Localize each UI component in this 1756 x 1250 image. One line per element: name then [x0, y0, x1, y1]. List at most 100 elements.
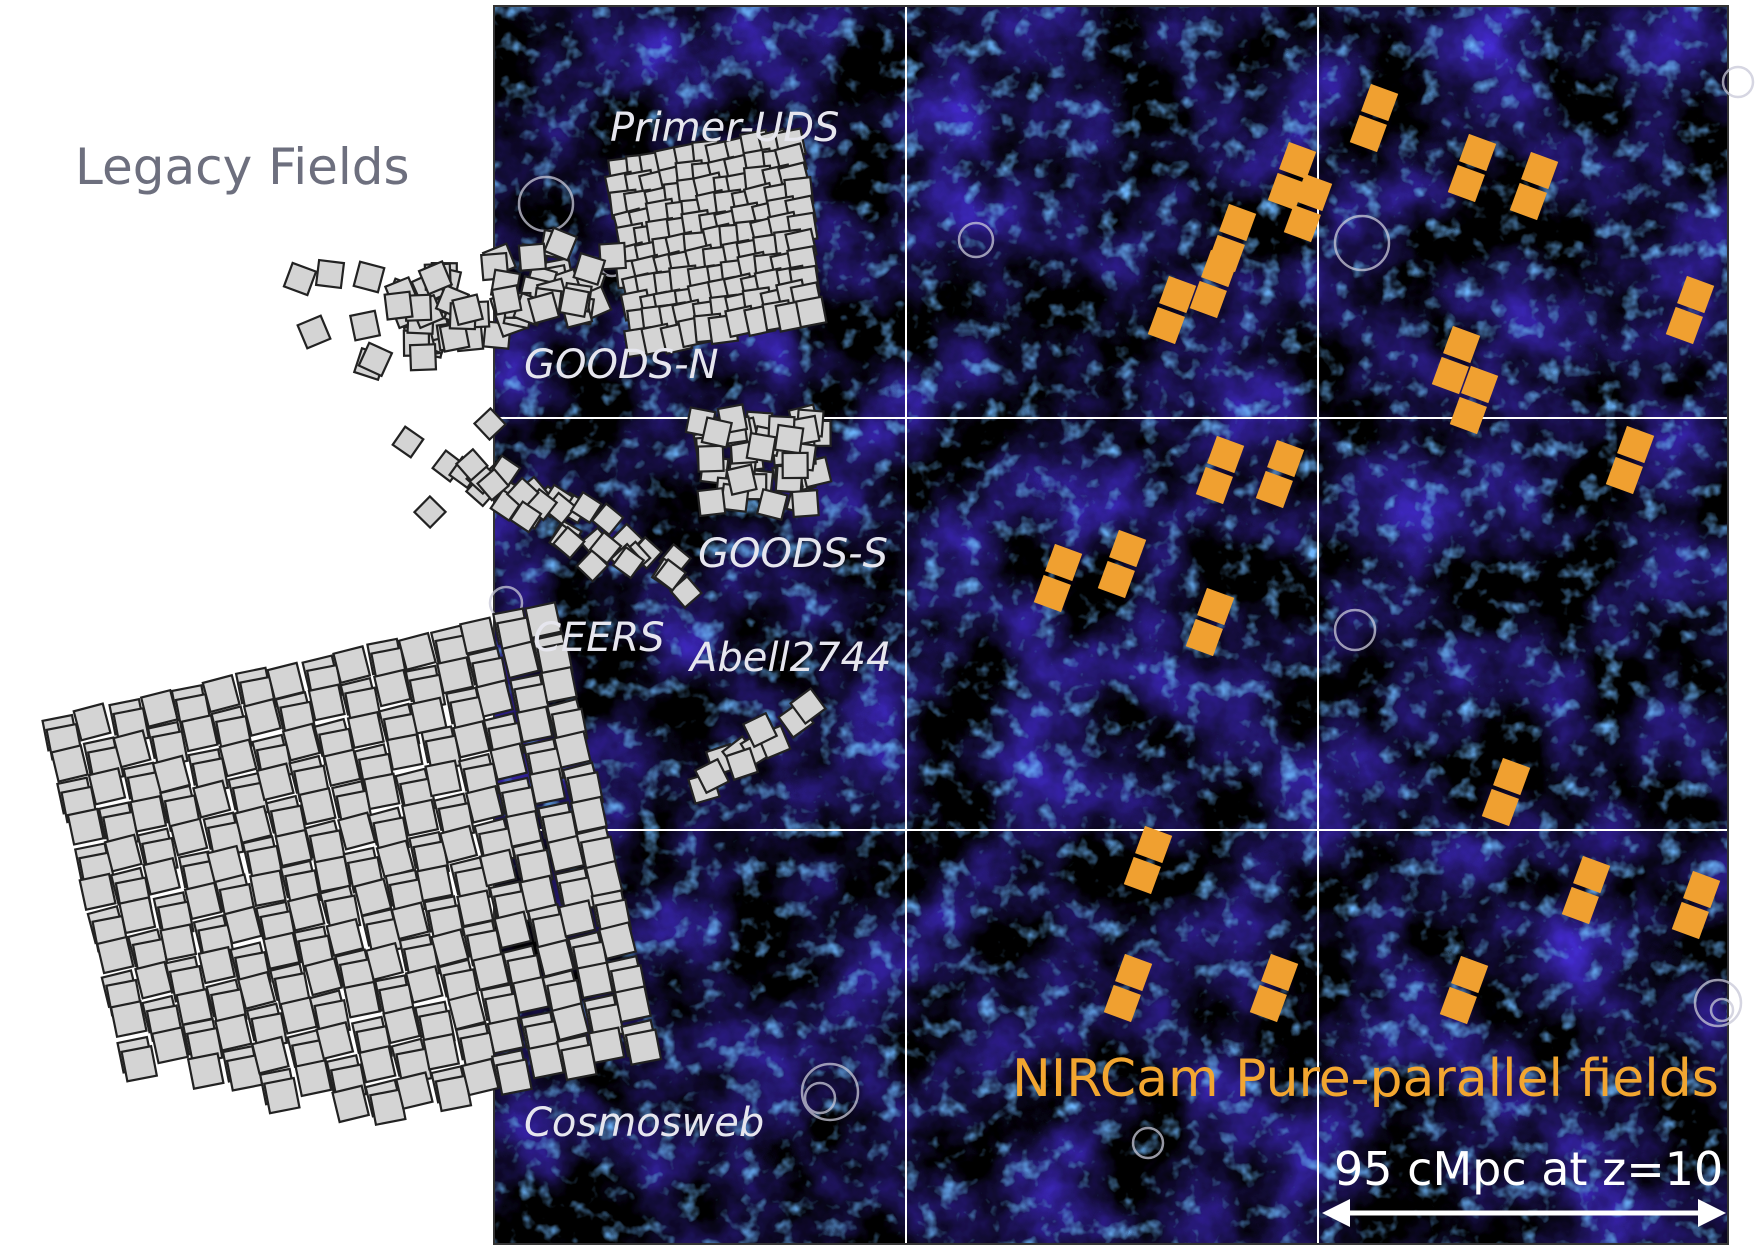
pure-parallel-pair — [1185, 587, 1235, 657]
cosmosweb-tile — [263, 1076, 301, 1115]
pure-parallel-tile — [1459, 133, 1497, 172]
halo-circle — [1709, 997, 1735, 1023]
ceers-tile — [412, 494, 448, 530]
halo-circle — [1333, 608, 1377, 652]
cosmosweb-tile — [281, 722, 322, 762]
pure-parallel-tile — [1185, 618, 1223, 657]
pure-parallel-pair — [1189, 249, 1239, 319]
cosmosweb-tile — [364, 941, 405, 982]
cosmosweb-tile — [447, 991, 487, 1031]
map-frame — [493, 5, 1729, 1245]
cosmosweb-tile — [103, 833, 143, 873]
halo-circle — [957, 221, 995, 259]
pure-parallel-title: NIRCam Pure-parallel fields — [1012, 1049, 1719, 1109]
cosmosweb-tile — [186, 1052, 225, 1091]
cosmosweb-tile — [298, 787, 337, 826]
cosmosweb-tile — [424, 759, 463, 798]
field-label-primer-uds: Primer-UDS — [610, 105, 839, 151]
pure-parallel-tile — [1481, 788, 1519, 827]
pure-parallel-tile — [1561, 886, 1599, 925]
goods-n-tile — [314, 258, 346, 290]
cosmosweb-tile — [493, 910, 533, 950]
cosmosweb-tile — [486, 1016, 525, 1055]
cosmosweb-tile — [400, 798, 440, 837]
goods-n-tile — [558, 286, 591, 319]
goods-n-tile — [352, 260, 386, 294]
field-label-goods-s: GOODS-S — [698, 531, 888, 577]
cosmosweb-tile — [394, 1071, 434, 1111]
cosmosweb-tile — [197, 945, 237, 985]
cosmosweb-tile — [78, 872, 117, 911]
pure-parallel-tile — [1135, 825, 1173, 864]
goods-n-tile — [451, 293, 485, 327]
pure-parallel-tile — [1671, 901, 1709, 940]
cosmosweb-tile — [201, 673, 241, 714]
field-label-cosmosweb: Cosmosweb — [524, 1100, 764, 1146]
scale-bar-arrow-left — [1322, 1199, 1350, 1227]
abell2744-mosaic — [687, 686, 828, 805]
cosmosweb-tile — [255, 762, 295, 802]
pure-parallel-tile — [1159, 275, 1197, 314]
cosmosweb-tile — [524, 601, 563, 640]
pure-parallel-tile — [1431, 356, 1469, 395]
cosmosweb-tile — [248, 869, 287, 908]
goods-n-tile — [572, 251, 607, 286]
pure-parallel-tile — [1509, 182, 1547, 221]
cosmosweb-tile — [422, 1032, 461, 1071]
cosmosweb-tile — [464, 784, 504, 824]
cosmosweb-tile — [346, 710, 385, 750]
field-label-ceers: CEERS — [533, 615, 665, 661]
pure-parallel-tile — [1097, 560, 1135, 599]
ceers-tile — [611, 545, 646, 580]
abell2744-tile — [741, 711, 779, 749]
pure-parallel-tile — [1443, 325, 1481, 364]
goods-n-mosaic — [282, 226, 628, 382]
cosmosweb-tile — [118, 896, 157, 935]
ceers-tile — [454, 447, 490, 482]
pure-parallel-tile — [1261, 953, 1299, 992]
goods-n-tile — [517, 242, 548, 272]
cosmosweb-tile — [475, 678, 514, 718]
ceers-tile — [551, 525, 586, 560]
pure-parallel-tile — [1451, 955, 1489, 994]
pure-parallel-tile — [1197, 587, 1235, 626]
cosmosweb-tile — [307, 683, 346, 722]
halo-circle — [800, 1062, 860, 1122]
pure-parallel-tile — [1201, 249, 1239, 288]
field-label-goods-n: GOODS-N — [524, 342, 719, 388]
cosmosweb-tile — [112, 729, 152, 769]
cosmosweb-tile — [501, 640, 541, 680]
legacy-field-mosaics — [41, 127, 833, 1127]
pure-parallel-tile — [1279, 141, 1317, 180]
cosmosweb-tile — [315, 1021, 355, 1061]
scale-bar-label: 95 cMpc at z=10 — [1334, 1142, 1723, 1196]
cosmosweb-tile — [325, 917, 365, 957]
pure-parallel-tiles — [1033, 83, 1721, 1025]
pure-parallel-pair — [1561, 855, 1611, 925]
halo-circle — [803, 1081, 837, 1115]
goods-s-mosaic — [684, 403, 833, 521]
halo-circle — [1333, 214, 1391, 272]
cosmosweb-tile — [404, 965, 444, 1004]
pure-parallel-tile — [1147, 306, 1185, 345]
pure-parallel-tile — [1683, 870, 1721, 909]
pure-parallel-tile — [1605, 456, 1643, 495]
pure-parallel-tile — [1123, 856, 1161, 895]
cosmosweb-tile — [250, 1035, 290, 1075]
goods-n-tile — [526, 291, 561, 325]
pure-parallel-tile — [1449, 396, 1487, 435]
cosmosweb-tile — [331, 1084, 371, 1124]
ceers-tile — [472, 406, 508, 442]
field-label-abell2744: Abell2744 — [687, 635, 891, 681]
pure-parallel-tile — [1195, 466, 1233, 505]
cosmosweb-tile — [262, 931, 301, 970]
goods-s-tile — [696, 444, 725, 473]
cosmosweb-tile — [159, 923, 198, 962]
ceers-tile — [505, 476, 540, 511]
pure-parallel-tile — [1189, 280, 1227, 319]
goods-n-tile — [408, 343, 438, 372]
cosmosweb-tile — [180, 713, 219, 753]
pure-parallel-pair — [1447, 133, 1497, 203]
pure-parallel-tile — [1493, 757, 1531, 796]
